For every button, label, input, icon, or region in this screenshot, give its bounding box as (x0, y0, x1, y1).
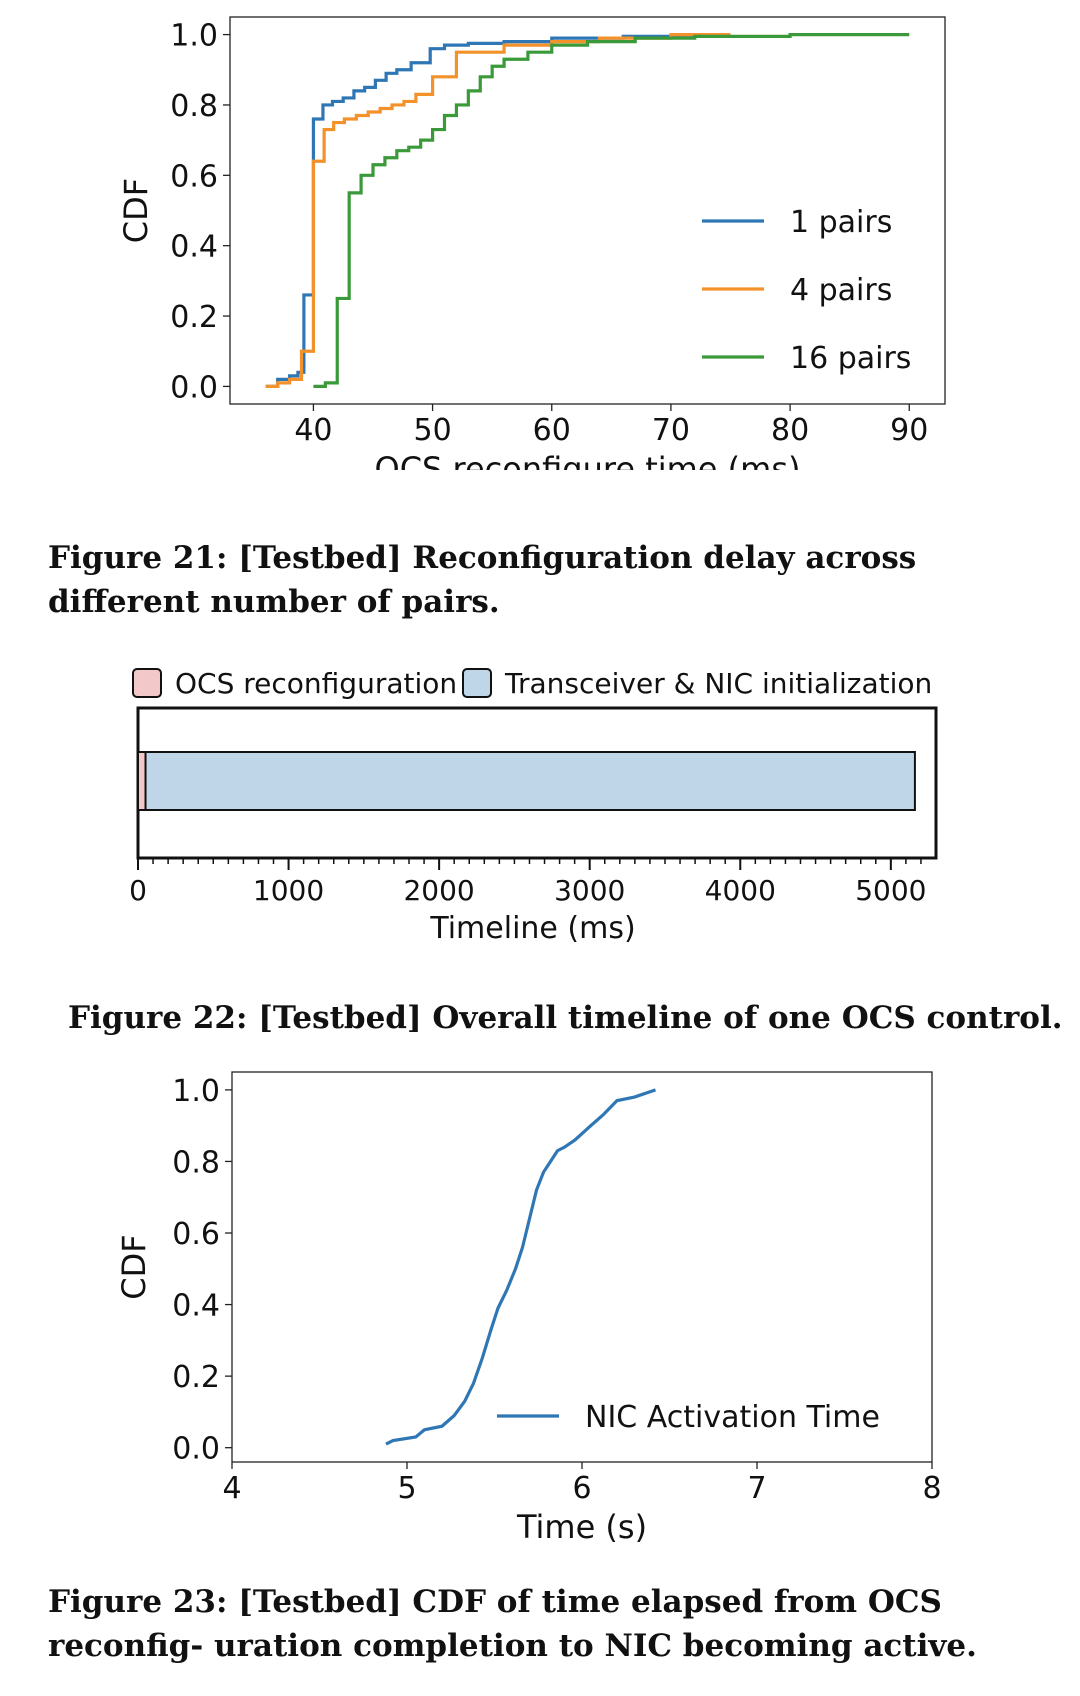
x-tick-label: 0 (129, 874, 147, 907)
series-line-1 (385, 1088, 657, 1446)
y-tick-label: 0.8 (170, 89, 218, 124)
x-tick-label: 8 (922, 1471, 941, 1506)
legend-swatch (462, 668, 492, 698)
x-tick-label: 40 (294, 413, 332, 448)
legend-label: 1 pairs (790, 205, 892, 240)
y-tick-label: 0.0 (170, 370, 218, 405)
legend-label: Transceiver & NIC initialization (504, 667, 932, 700)
bar-segment-1 (137, 751, 147, 811)
y-axis-label: CDF (117, 178, 155, 243)
series-line-1 (265, 32, 731, 389)
figure-23: 4 5 6 7 8 0.0 0.2 0.4 0.6 0.8 1.0 Time (s) CDF NIC Ac… (0, 1060, 1080, 1560)
x-tick-label: 4 (222, 1471, 241, 1506)
x-tick-label: 60 (533, 413, 571, 448)
plot-frame (229, 16, 946, 405)
x-tick-label: 70 (652, 413, 690, 448)
x-axis-label: OCS reconfigure time (ms) (375, 450, 801, 470)
legend-label: NIC Activation Time (585, 1400, 880, 1435)
legend-label: 16 pairs (790, 341, 911, 376)
y-tick-label: 1.0 (170, 19, 218, 54)
x-tick-label: 7 (747, 1471, 766, 1506)
legend-label: OCS reconfiguration (175, 667, 457, 700)
bar-segment-2 (144, 751, 916, 811)
figure-22-chart: OCS reconfiguration Transceiver & NIC ini… (129, 667, 938, 946)
y-axis-label: CDF (115, 1234, 153, 1299)
figure-23-chart: 4 5 6 7 8 0.0 0.2 0.4 0.6 0.8 1.0 Time (s) CDF NIC Ac… (115, 1071, 942, 1546)
series-line-3 (313, 32, 910, 389)
figure-21-chart: 40 50 60 70 80 90 0.0 0.2 0.4 0.6 0.8 1.0 OCS reconf… (117, 16, 946, 470)
y-tick-label: 0.0 (172, 1432, 220, 1467)
figure-23-caption: Figure 23: [Testbed] CDF of time elapsed… (48, 1584, 977, 1664)
x-tick-label: 4000 (705, 874, 776, 907)
y-tick-label: 0.8 (172, 1145, 220, 1180)
series-line-2 (265, 32, 731, 389)
figure-22-caption: Figure 22: [Testbed] Overall timeline of… (68, 1000, 1063, 1036)
x-tick-label: 80 (771, 413, 809, 448)
x-tick-label: 5 (397, 1471, 416, 1506)
x-tick-label: 6 (572, 1471, 591, 1506)
legend-swatch (132, 668, 162, 698)
y-tick-label: 0.6 (170, 159, 218, 194)
legend-label: 4 pairs (790, 273, 892, 308)
x-tick-label: 90 (890, 413, 928, 448)
y-tick-label: 0.4 (172, 1289, 220, 1324)
x-tick-label: 5000 (855, 874, 926, 907)
x-tick-label: 3000 (554, 874, 625, 907)
x-axis-label: Timeline (ms) (429, 911, 635, 946)
x-tick-label: 50 (413, 413, 451, 448)
y-tick-label: 0.2 (170, 300, 218, 335)
x-tick-label: 1000 (253, 874, 324, 907)
figure-22: OCS reconfiguration Transceiver & NIC ini… (0, 660, 1080, 960)
figure-21: 40 50 60 70 80 90 0.0 0.2 0.4 0.6 0.8 1.0 OCS reconf… (0, 0, 1080, 470)
x-tick-label: 2000 (403, 874, 474, 907)
y-tick-label: 1.0 (172, 1074, 220, 1109)
x-axis-label: Time (s) (516, 1508, 647, 1546)
y-tick-label: 0.4 (170, 230, 218, 265)
figure-21-caption: Figure 21: [Testbed] Reconfiguration del… (48, 540, 917, 620)
y-tick-label: 0.6 (172, 1217, 220, 1252)
y-tick-label: 0.2 (172, 1360, 220, 1395)
